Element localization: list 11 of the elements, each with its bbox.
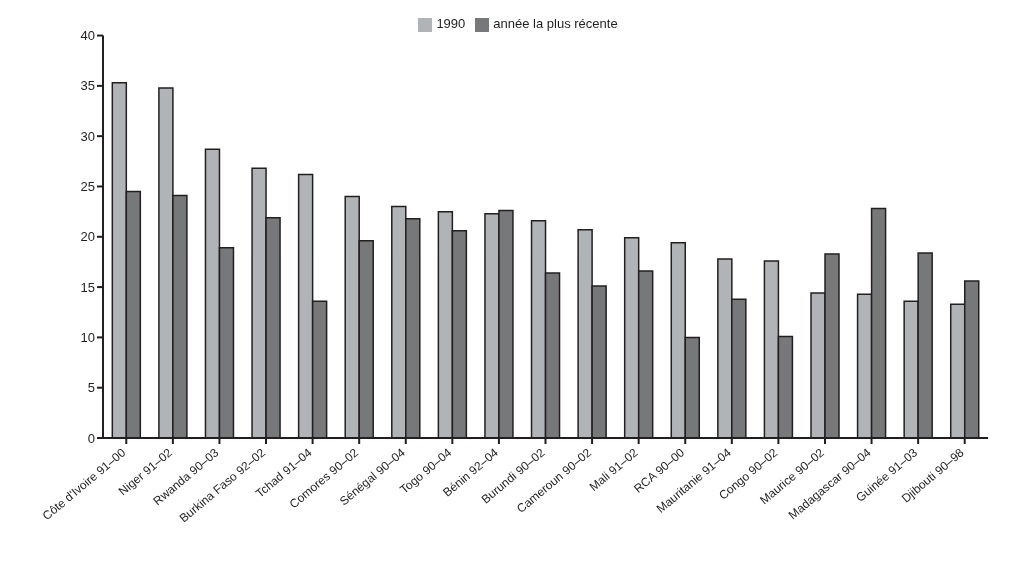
legend-label: année la plus récente <box>493 16 618 31</box>
y-tick-label: 20 <box>80 229 95 245</box>
y-tick-label: 25 <box>80 179 95 195</box>
legend-label: 1990 <box>436 16 466 31</box>
y-tick-label: 5 <box>87 380 95 396</box>
y-tick-label: 15 <box>80 279 95 295</box>
y-tick-label: 0 <box>87 430 95 446</box>
y-tick-label: 40 <box>80 28 95 44</box>
y-tick-label: 30 <box>80 128 95 144</box>
y-tick-label: 35 <box>80 78 95 94</box>
y-tick-label: 10 <box>80 330 95 346</box>
